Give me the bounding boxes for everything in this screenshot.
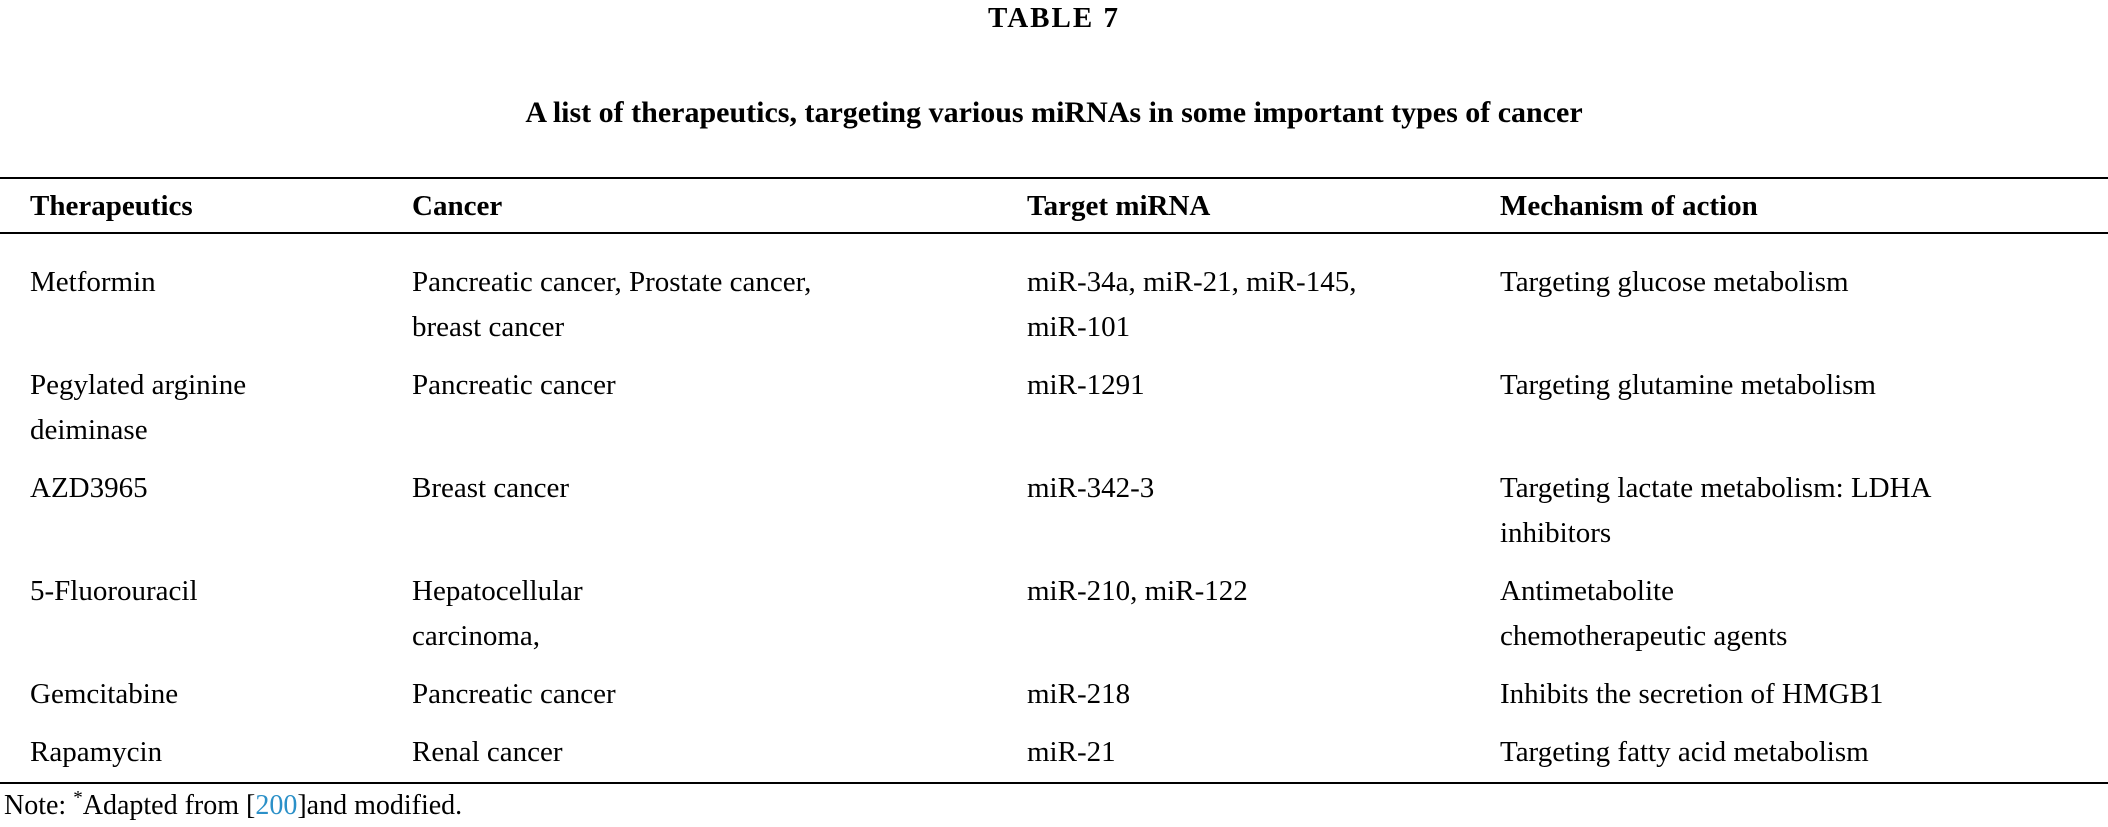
cell-target-mirna: miR-1291	[1027, 369, 1145, 401]
cell-therapeutics: 5-Fluorouracil	[30, 575, 198, 607]
cell-target-mirna: miR-342-3	[1027, 472, 1155, 504]
cell-mechanism: Targeting fatty acid metabolism	[1500, 736, 1869, 768]
therapeutics-table: Therapeutics Cancer Target miRNA Mechani…	[0, 177, 2108, 784]
cell-therapeutics: AZD3965	[30, 472, 148, 504]
column-header-cancer: Cancer	[412, 178, 1027, 234]
cell-therapeutics: Rapamycin	[30, 736, 163, 768]
note-asterisk: *	[73, 787, 83, 809]
table-row: Pegylated arginine deiminase Pancreatic …	[0, 357, 2108, 460]
cell-target-mirna: miR-21	[1027, 736, 1116, 768]
cell-target-mirna: miR-34a, miR-21, miR-145, miR-101	[1027, 266, 1357, 343]
table-row: Rapamycin Renal cancer miR-21 Targeting …	[0, 724, 2108, 783]
column-header-mechanism: Mechanism of action	[1500, 178, 2108, 234]
cell-therapeutics: Gemcitabine	[30, 678, 179, 710]
table-row: AZD3965 Breast cancer miR-342-3 Targetin…	[0, 460, 2108, 563]
table-row: Gemcitabine Pancreatic cancer miR-218 In…	[0, 666, 2108, 724]
column-header-target-mirna: Target miRNA	[1027, 178, 1500, 234]
table-row: Metformin Pancreatic cancer, Prostate ca…	[0, 233, 2108, 357]
cell-mechanism: Targeting lactate metabolism: LDHA inhib…	[1500, 472, 1932, 549]
cell-mechanism: Targeting glucose metabolism	[1500, 266, 1849, 298]
cell-cancer: Hepatocellular carcinoma,	[412, 575, 583, 652]
cell-mechanism: Targeting glutamine metabolism	[1500, 369, 1876, 401]
cell-cancer: Renal cancer	[412, 736, 563, 768]
note-label: Note:	[4, 790, 74, 821]
note-text-after-citation: ]and modified.	[297, 790, 463, 821]
header-row: Therapeutics Cancer Target miRNA Mechani…	[0, 178, 2108, 234]
column-header-therapeutics: Therapeutics	[0, 178, 412, 234]
cell-cancer: Pancreatic cancer, Prostate cancer, brea…	[412, 266, 812, 343]
cell-mechanism: Antimetabolite chemotherapeutic agents	[1500, 575, 1788, 652]
table-footnote: Note: *Adapted from [200]and modified.	[4, 789, 462, 823]
cell-mechanism: Inhibits the secretion of HMGB1	[1500, 678, 1884, 710]
cell-cancer: Breast cancer	[412, 472, 569, 504]
table-container: Therapeutics Cancer Target miRNA Mechani…	[0, 177, 2108, 784]
cell-therapeutics: Metformin	[30, 266, 156, 298]
cell-target-mirna: miR-210, miR-122	[1027, 575, 1248, 607]
table-caption: A list of therapeutics, targeting variou…	[525, 96, 1583, 129]
note-text-before-citation: Adapted from [	[82, 790, 256, 821]
cell-cancer: Pancreatic cancer	[412, 678, 616, 710]
cell-therapeutics: Pegylated arginine deiminase	[30, 369, 247, 446]
cell-target-mirna: miR-218	[1027, 678, 1131, 710]
table-row: 5-Fluorouracil Hepatocellular carcinoma,…	[0, 563, 2108, 666]
table-label: TABLE 7	[988, 2, 1120, 34]
citation-link[interactable]: 200	[255, 790, 298, 821]
cell-cancer: Pancreatic cancer	[412, 369, 616, 401]
